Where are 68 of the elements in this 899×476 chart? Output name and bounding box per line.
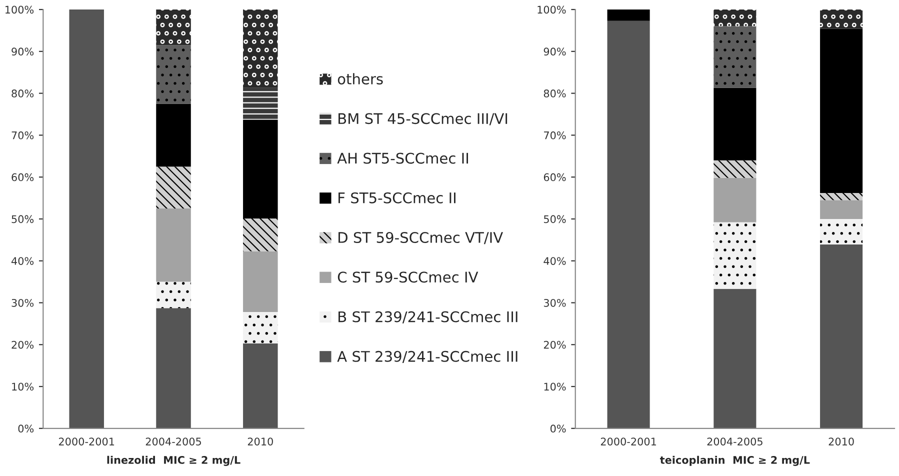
legend-label: C ST 59-SCCmec IV bbox=[338, 272, 478, 283]
bar bbox=[820, 244, 863, 428]
y-tick-label: 70% bbox=[544, 131, 566, 140]
y-tick-label: 40% bbox=[11, 257, 34, 265]
y-tick-label: 70% bbox=[12, 131, 34, 140]
legend-label: others bbox=[338, 73, 383, 84]
y-tick-label: 20% bbox=[12, 340, 34, 349]
x-tick-label: 2004-2005 bbox=[146, 438, 201, 446]
bar bbox=[156, 10, 191, 46]
y-tick-label: 90% bbox=[12, 48, 34, 56]
bar bbox=[156, 45, 191, 104]
x-tick-label: 2004-2005 bbox=[707, 438, 762, 446]
legend-label: AH ST5-SCCmec II bbox=[337, 152, 468, 164]
bar bbox=[714, 10, 756, 26]
bar bbox=[156, 208, 191, 282]
legend-label: B ST 239/241-SCCmec III bbox=[338, 311, 518, 324]
y-tick-label: 30% bbox=[12, 298, 34, 307]
legend-label: A ST 239/241-SCCmec III bbox=[337, 350, 518, 364]
y-tick-label: 60% bbox=[12, 173, 34, 182]
bar bbox=[243, 251, 278, 312]
x-tick-label: 2010 bbox=[828, 438, 854, 446]
legend-label: BM ST 45-SCCmec III/VI bbox=[338, 113, 508, 126]
y-tick-label: 30% bbox=[544, 298, 566, 307]
y-tick-label: 20% bbox=[544, 340, 566, 349]
x-axis-title: linezolid MIC ≥ 2 mg/L bbox=[107, 456, 240, 466]
bar bbox=[243, 312, 278, 344]
x-tick-label: 2000-2001 bbox=[58, 438, 114, 446]
y-tick-label: 10% bbox=[544, 382, 566, 391]
x-tick-label: 2000-2001 bbox=[600, 438, 656, 446]
bar bbox=[243, 10, 278, 88]
y-tick-label: 90% bbox=[544, 48, 566, 56]
bar bbox=[714, 178, 756, 222]
bar bbox=[607, 20, 650, 428]
bar bbox=[714, 160, 756, 178]
y-tick-label: 50% bbox=[12, 215, 34, 224]
bar bbox=[243, 343, 278, 428]
bar bbox=[243, 88, 278, 120]
legend-label: F ST5-SCCmec II bbox=[338, 192, 456, 204]
bar bbox=[243, 120, 278, 219]
y-tick-label: 80% bbox=[12, 90, 34, 98]
bar bbox=[714, 88, 756, 160]
y-tick-label: 0% bbox=[18, 424, 34, 433]
bar bbox=[714, 288, 756, 428]
bar bbox=[714, 26, 756, 88]
y-tick-label: 0% bbox=[550, 424, 566, 433]
y-tick-label: 100% bbox=[538, 6, 566, 14]
bar bbox=[820, 218, 863, 245]
legend-label: D ST 59-SCCmec VT/IV bbox=[338, 232, 503, 244]
y-tick-label: 40% bbox=[544, 257, 566, 265]
bar bbox=[820, 200, 863, 219]
bar bbox=[820, 28, 863, 193]
bar bbox=[156, 166, 191, 208]
bar bbox=[156, 308, 191, 428]
bar bbox=[156, 282, 191, 308]
y-tick-label: 10% bbox=[12, 382, 34, 391]
x-axis-title: teicoplanin MIC ≥ 2 mg/L bbox=[660, 456, 810, 466]
bar bbox=[607, 10, 650, 21]
bar bbox=[820, 10, 863, 29]
bar bbox=[820, 192, 863, 200]
y-tick-label: 60% bbox=[544, 173, 566, 182]
x-tick-label: 2010 bbox=[248, 438, 273, 446]
y-tick-label: 50% bbox=[544, 215, 566, 224]
bar bbox=[156, 104, 191, 167]
bar bbox=[69, 10, 104, 428]
y-tick-label: 80% bbox=[544, 90, 566, 98]
bar bbox=[243, 218, 278, 252]
y-tick-label: 100% bbox=[5, 6, 34, 14]
bar bbox=[714, 222, 756, 289]
